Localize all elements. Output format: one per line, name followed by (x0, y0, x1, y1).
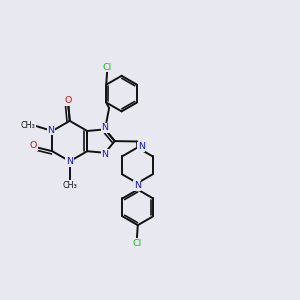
Text: N: N (134, 181, 141, 190)
Text: O: O (30, 141, 37, 150)
Text: CH₃: CH₃ (21, 121, 36, 130)
Text: N: N (66, 158, 73, 166)
Text: N: N (101, 150, 108, 159)
Text: N: N (48, 126, 55, 135)
Text: Cl: Cl (103, 63, 112, 72)
Text: N: N (138, 142, 145, 152)
Text: Cl: Cl (132, 239, 141, 248)
Text: CH₃: CH₃ (62, 181, 77, 190)
Text: O: O (64, 96, 71, 105)
Text: N: N (101, 123, 108, 132)
